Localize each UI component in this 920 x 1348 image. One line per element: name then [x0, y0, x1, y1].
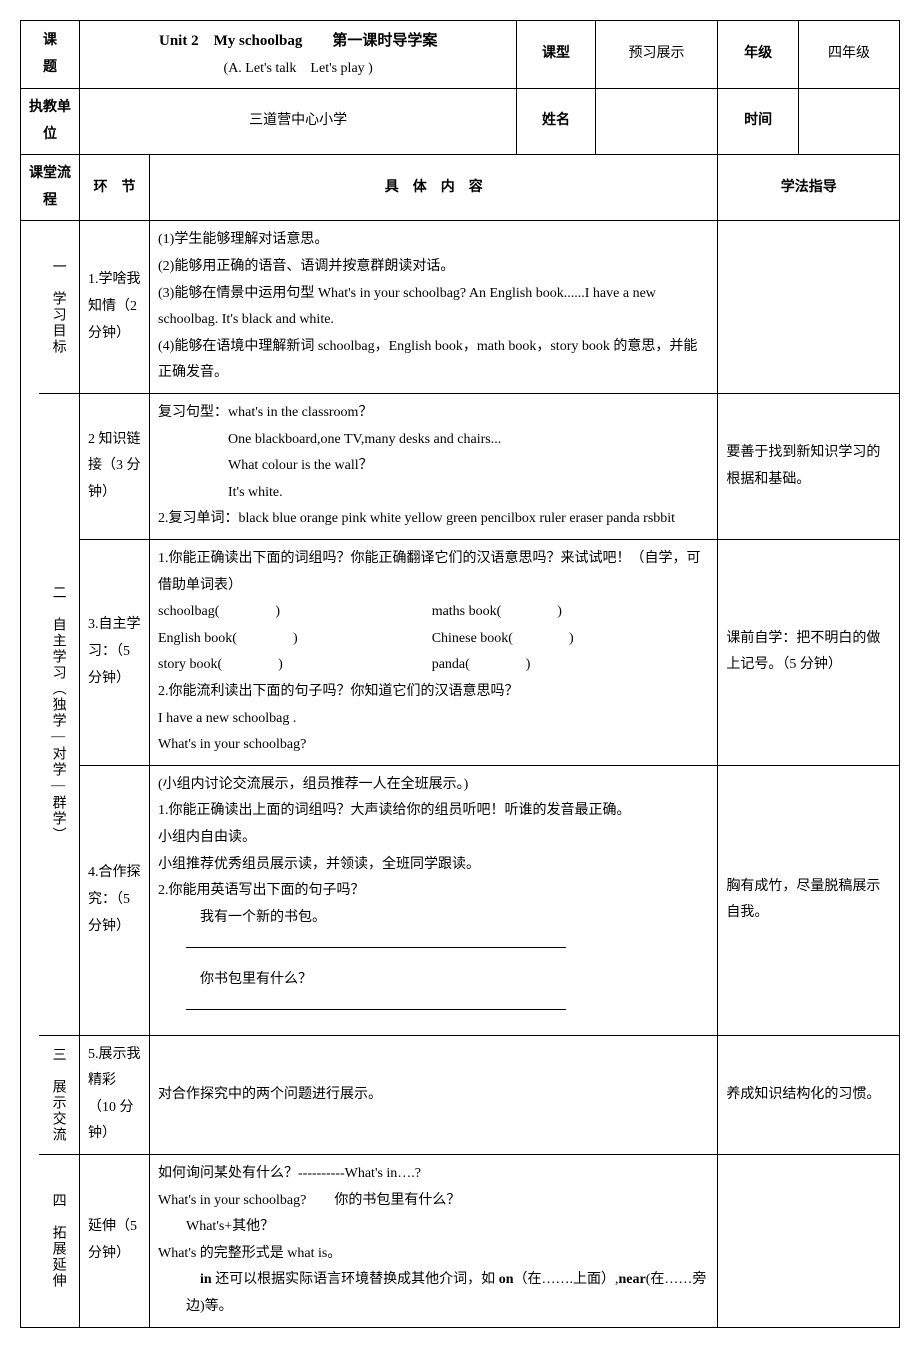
sec4-guide — [718, 1155, 900, 1328]
sec3-stage: 5.展示我精彩（10 分钟） — [80, 1035, 150, 1154]
label-grade: 年级 — [718, 21, 799, 89]
title-cell: Unit 2 My schoolbag 第一课时导学案 (A. Let's ta… — [80, 21, 517, 89]
blank-line-1 — [186, 931, 566, 948]
label-time: 时间 — [718, 89, 799, 155]
val-name — [595, 89, 718, 155]
title-line2: (A. Let's talk Let's play ) — [88, 56, 508, 83]
blank-line-2 — [186, 993, 566, 1010]
label-content: 具 体 内 容 — [150, 155, 718, 221]
sec2-stage-c: 4.合作探究：（5 分钟） — [80, 765, 150, 1035]
label-flow: 课堂流程 — [21, 155, 80, 221]
val-time — [798, 89, 899, 155]
val-grade: 四年级 — [798, 21, 899, 89]
sec2-side: 二 自主学习（独学—对学—群学） — [39, 394, 80, 1036]
sec2-stage-a: 2 知识链接（3 分钟） — [80, 394, 150, 540]
val-unit: 三道营中心小学 — [80, 89, 517, 155]
sec2-content-a: 复习句型：what's in the classroom？ One blackb… — [150, 394, 718, 540]
label-name: 姓名 — [517, 89, 595, 155]
sec4-stage: 延伸（5 分钟） — [80, 1155, 150, 1328]
sec4-content: 如何询问某处有什么？----------What's in….? What's … — [150, 1155, 718, 1328]
sec2-stage-b: 3.自主学习：（5 分钟） — [80, 540, 150, 766]
label-topic: 课 题 — [21, 21, 80, 89]
title-line1: Unit 2 My schoolbag 第一课时导学案 — [88, 27, 508, 56]
label-guide: 学法指导 — [718, 155, 900, 221]
spacer-col — [21, 221, 39, 1327]
sec1-side: 一 学习目标 — [39, 221, 80, 394]
lesson-plan-table: 课 题 Unit 2 My schoolbag 第一课时导学案 (A. Let'… — [20, 20, 900, 1328]
sec2-guide-c: 胸有成竹，尽量脱稿展示自我。 — [718, 765, 900, 1035]
val-type: 预习展示 — [595, 21, 718, 89]
label-stage: 环 节 — [80, 155, 150, 221]
sec1-content: (1)学生能够理解对话意思。 (2)能够用正确的语音、语调并按意群朗读对话。 (… — [150, 221, 718, 394]
sec1-stage: 1.学啥我知情（2 分钟） — [80, 221, 150, 394]
sec2-content-c: (小组内讨论交流展示，组员推荐一人在全班展示。) 1.你能正确读出上面的词组吗？… — [150, 765, 718, 1035]
sec1-guide — [718, 221, 900, 394]
sec2-guide-a: 要善于找到新知识学习的根据和基础。 — [718, 394, 900, 540]
sec3-guide: 养成知识结构化的习惯。 — [718, 1035, 900, 1154]
sec4-side: 四 拓展延伸 — [39, 1155, 80, 1328]
sec2-content-b: 1.你能正确读出下面的词组吗？你能正确翻译它们的汉语意思吗？来试试吧！（自学，可… — [150, 540, 718, 766]
label-type: 课型 — [517, 21, 595, 89]
sec3-content: 对合作探究中的两个问题进行展示。 — [150, 1035, 718, 1154]
label-unit: 执教单位 — [21, 89, 80, 155]
sec2-guide-b: 课前自学：把不明白的做上记号。（5 分钟） — [718, 540, 900, 766]
sec3-side: 三 展示交流 — [39, 1035, 80, 1154]
